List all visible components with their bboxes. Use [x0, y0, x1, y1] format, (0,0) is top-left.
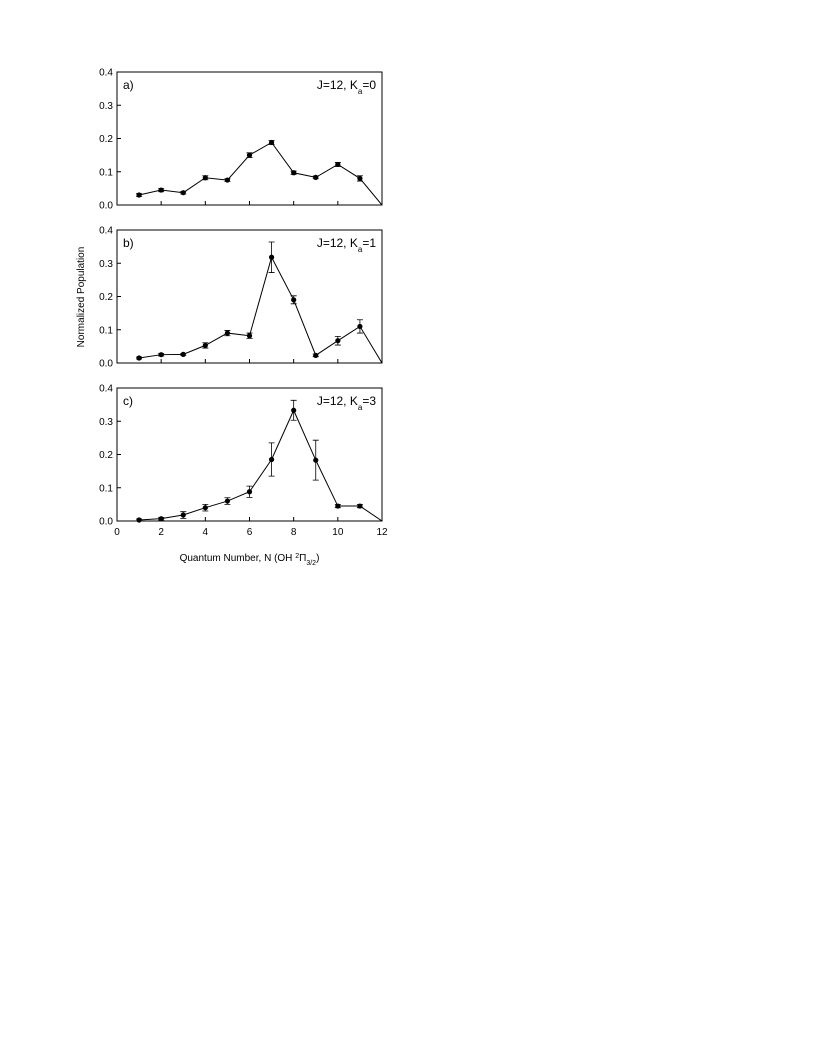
- data-point: [246, 152, 253, 158]
- y-tick-label: 0.1: [99, 325, 113, 336]
- data-point: [158, 516, 164, 522]
- data-point: [224, 498, 231, 504]
- data-point: [136, 355, 142, 361]
- annotation-part: =1: [362, 236, 376, 250]
- y-tick-label: 0.1: [99, 167, 113, 178]
- data-point: [136, 517, 142, 523]
- y-tick-label: 0.4: [99, 384, 113, 395]
- x-label-part: 3/2: [306, 560, 316, 567]
- x-tick-label: 2: [158, 527, 164, 538]
- data-line: [138, 141, 383, 206]
- data-point: [357, 323, 363, 330]
- panel-label: a): [123, 78, 134, 92]
- y-tick-label: 0.1: [99, 483, 113, 494]
- y-tick-label: 0.4: [99, 68, 113, 79]
- x-tick-label: 10: [332, 527, 344, 538]
- data-point: [180, 351, 186, 357]
- y-tick-label: 0.3: [99, 101, 113, 112]
- data-point: [335, 338, 341, 344]
- panel-label: b): [123, 236, 134, 250]
- y-tick-label: 0.0: [99, 359, 113, 370]
- data-point: [180, 512, 186, 518]
- data-point: [180, 190, 186, 196]
- data-point: [202, 505, 208, 511]
- data-point: [291, 297, 297, 303]
- y-axis-label: Normalized Population: [76, 247, 87, 348]
- annotation-part: J=12, K: [317, 78, 358, 92]
- x-tick-label: 6: [247, 527, 253, 538]
- x-label-part: 2: [295, 553, 299, 560]
- panel-annotation: J=12, Ka=1: [317, 236, 376, 254]
- panel-annotation: J=12, Ka=0: [317, 78, 376, 96]
- y-tick-label: 0.3: [99, 417, 113, 428]
- data-line: [139, 255, 383, 364]
- x-tick-label: 0: [114, 527, 120, 538]
- x-tick-label: 8: [291, 527, 297, 538]
- annotation-part: a: [358, 245, 363, 254]
- data-point: [313, 352, 319, 358]
- annotation-part: =3: [362, 394, 376, 408]
- data-point: [268, 139, 275, 146]
- x-label-part: Quantum Number, N (OH: [180, 553, 296, 564]
- annotation-part: a: [358, 403, 363, 412]
- data-line: [139, 409, 383, 522]
- y-tick-label: 0.0: [99, 517, 113, 528]
- data-point: [268, 254, 275, 260]
- panel-annotation: J=12, Ka=3: [317, 394, 376, 412]
- x-tick-label: 4: [203, 527, 209, 538]
- data-point: [291, 407, 297, 413]
- y-tick-label: 0.2: [99, 450, 113, 461]
- data-point: [224, 177, 231, 183]
- data-point: [158, 187, 164, 193]
- data-point: [246, 333, 253, 339]
- x-tick-label: 12: [376, 527, 388, 538]
- data-point: [313, 457, 319, 463]
- x-axis-label: Quantum Number, N (OH 2Π3/2): [180, 553, 320, 567]
- data-point: [357, 175, 363, 181]
- data-point: [158, 352, 164, 358]
- y-tick-label: 0.3: [99, 259, 113, 270]
- annotation-part: =0: [362, 78, 376, 92]
- x-label-part: Π: [299, 553, 306, 564]
- annotation-part: J=12, K: [317, 236, 358, 250]
- data-point: [268, 456, 275, 463]
- data-point: [357, 503, 363, 509]
- annotation-part: J=12, K: [317, 394, 358, 408]
- data-point: [202, 175, 208, 181]
- x-label-part: ): [316, 553, 319, 564]
- data-point: [335, 161, 341, 168]
- panel-label: c): [123, 394, 133, 408]
- data-point: [313, 174, 319, 181]
- y-tick-label: 0.4: [99, 226, 113, 237]
- y-tick-label: 0.2: [99, 134, 113, 145]
- data-point: [335, 503, 341, 509]
- y-tick-label: 0.0: [99, 201, 113, 212]
- data-point: [202, 342, 208, 348]
- data-point: [291, 170, 297, 176]
- data-point: [246, 489, 253, 495]
- annotation-part: a: [358, 87, 363, 96]
- data-point: [136, 192, 142, 198]
- y-tick-label: 0.2: [99, 292, 113, 303]
- data-point: [224, 330, 231, 336]
